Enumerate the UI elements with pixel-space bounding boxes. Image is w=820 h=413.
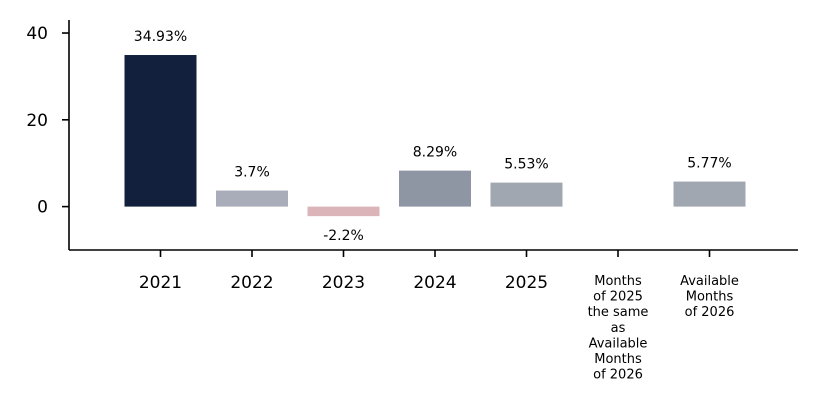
x-tick-label: 2022 [230, 273, 273, 293]
x-tick-label: 2024 [413, 273, 456, 293]
x-tick-label: 2023 [322, 273, 365, 293]
data-label: 34.93% [134, 29, 187, 45]
bar [307, 206, 380, 217]
x-tick-label: 2025 [505, 273, 548, 293]
chart-bars [124, 55, 746, 217]
bar [399, 170, 471, 207]
chart-labels: 2021 34.93% 2022 3.7% 2023 -2.2% 2024 8.29% 2025… [134, 29, 739, 383]
bar [490, 182, 563, 207]
bar [124, 55, 197, 207]
bar [673, 181, 746, 207]
data-label: 3.7% [234, 165, 270, 181]
y-tick-label: 20 [26, 111, 48, 131]
y-tick-label: 40 [26, 24, 48, 44]
y-tick-label: 0 [37, 198, 48, 218]
x-tick-label: Months of 2025 the same as Available Months of… [588, 274, 649, 383]
x-tick-label: Available Months of 2026 [680, 274, 739, 320]
bar [216, 190, 288, 207]
data-label: 8.29% [413, 145, 457, 161]
chart-axes: 0 20 40 [26, 20, 798, 257]
data-label: -2.2% [323, 228, 364, 244]
data-label: 5.53% [504, 157, 548, 173]
x-tick-label: 2021 [139, 273, 182, 293]
data-label: 5.77% [687, 156, 731, 172]
